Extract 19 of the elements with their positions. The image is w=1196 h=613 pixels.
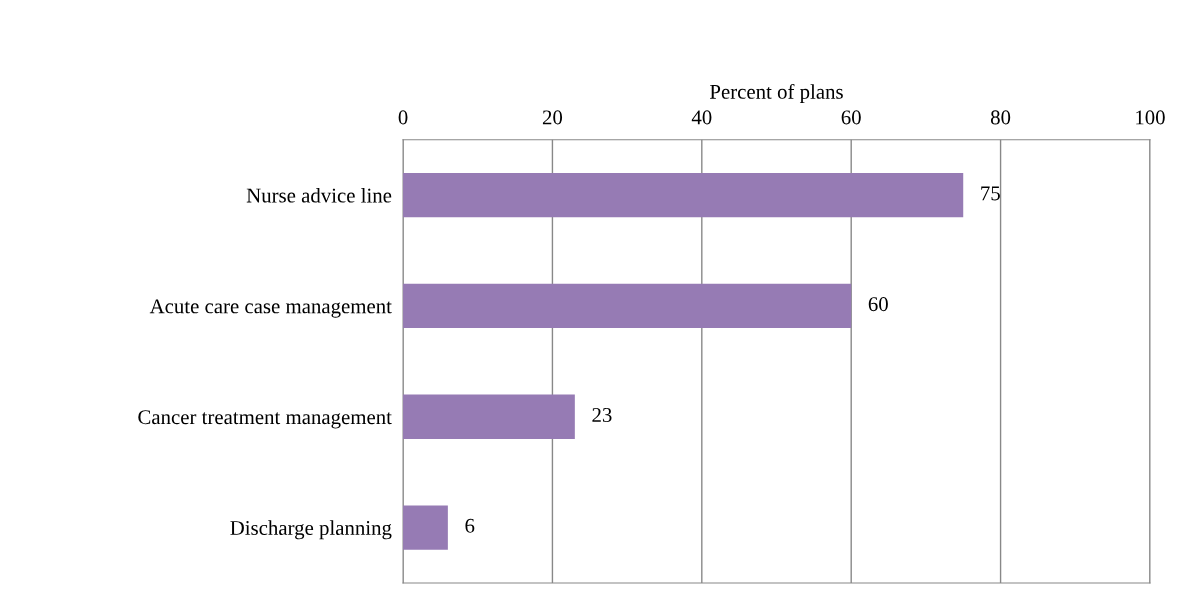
bar	[403, 505, 448, 550]
bar	[403, 283, 852, 329]
x-tick-label: 60	[841, 110, 861, 125]
y-tick-label: Discharge planning	[230, 520, 392, 540]
x-tick-label: 100	[1136, 110, 1165, 125]
data-label: 6	[465, 518, 475, 533]
bar	[403, 173, 964, 218]
x-tick-label: 80	[990, 110, 1011, 125]
x-tick-label: 40	[691, 110, 712, 125]
bar	[403, 394, 575, 439]
data-label: 75	[981, 186, 1000, 201]
y-tick-label: Acute care case management	[149, 299, 392, 318]
data-label: 60	[868, 297, 888, 312]
x-axis-title: Percent of plans	[709, 83, 843, 104]
data-label: 23	[592, 407, 612, 422]
x-tick-label: 20	[542, 110, 563, 125]
y-tick-label: Cancer treatment management	[138, 410, 392, 429]
x-tick-label: 0	[398, 110, 408, 125]
y-tick-label: Nurse advice line	[246, 187, 392, 203]
